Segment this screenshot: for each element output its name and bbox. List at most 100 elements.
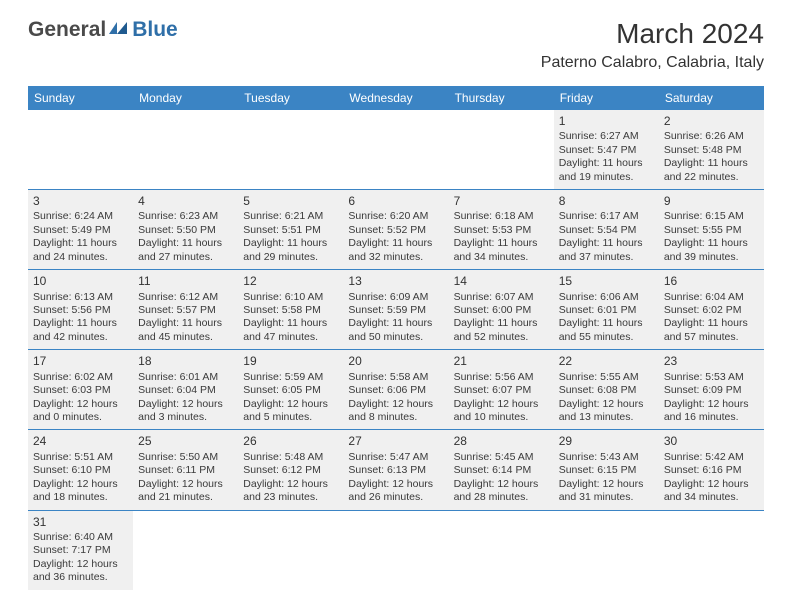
calendar-cell bbox=[238, 110, 343, 189]
logo-text-general: General bbox=[28, 18, 106, 42]
sunset-line: Sunset: 5:50 PM bbox=[138, 224, 233, 237]
day-number: 24 bbox=[33, 434, 128, 449]
daylight-line: Daylight: 11 hours bbox=[664, 317, 759, 330]
sunset-line: Sunset: 5:48 PM bbox=[664, 144, 759, 157]
daylight-line: and 45 minutes. bbox=[138, 331, 233, 344]
calendar-cell: 4Sunrise: 6:23 AMSunset: 5:50 PMDaylight… bbox=[133, 190, 238, 269]
sunrise-line: Sunrise: 5:55 AM bbox=[559, 371, 654, 384]
sunrise-line: Sunrise: 6:24 AM bbox=[33, 210, 128, 223]
daylight-line: and 19 minutes. bbox=[559, 171, 654, 184]
sunset-line: Sunset: 5:52 PM bbox=[348, 224, 443, 237]
week-row: 17Sunrise: 6:02 AMSunset: 6:03 PMDayligh… bbox=[28, 350, 764, 430]
daylight-line: and 52 minutes. bbox=[454, 331, 549, 344]
sunset-line: Sunset: 5:58 PM bbox=[243, 304, 338, 317]
day-number: 11 bbox=[138, 274, 233, 289]
sunrise-line: Sunrise: 6:07 AM bbox=[454, 291, 549, 304]
daylight-line: and 37 minutes. bbox=[559, 251, 654, 264]
sunset-line: Sunset: 5:49 PM bbox=[33, 224, 128, 237]
daylight-line: Daylight: 12 hours bbox=[138, 398, 233, 411]
day-number: 3 bbox=[33, 194, 128, 209]
calendar-cell: 28Sunrise: 5:45 AMSunset: 6:14 PMDayligh… bbox=[449, 430, 554, 509]
sunrise-line: Sunrise: 5:47 AM bbox=[348, 451, 443, 464]
sunset-line: Sunset: 6:15 PM bbox=[559, 464, 654, 477]
calendar-cell: 3Sunrise: 6:24 AMSunset: 5:49 PMDaylight… bbox=[28, 190, 133, 269]
daylight-line: Daylight: 11 hours bbox=[138, 317, 233, 330]
calendar-cell: 22Sunrise: 5:55 AMSunset: 6:08 PMDayligh… bbox=[554, 350, 659, 429]
sunset-line: Sunset: 6:10 PM bbox=[33, 464, 128, 477]
daylight-line: Daylight: 11 hours bbox=[243, 237, 338, 250]
daylight-line: and 50 minutes. bbox=[348, 331, 443, 344]
day-number: 27 bbox=[348, 434, 443, 449]
sunset-line: Sunset: 6:16 PM bbox=[664, 464, 759, 477]
calendar-cell bbox=[659, 511, 764, 590]
calendar-cell: 24Sunrise: 5:51 AMSunset: 6:10 PMDayligh… bbox=[28, 430, 133, 509]
day-number: 18 bbox=[138, 354, 233, 369]
daylight-line: Daylight: 11 hours bbox=[559, 157, 654, 170]
week-row: 31Sunrise: 6:40 AMSunset: 7:17 PMDayligh… bbox=[28, 511, 764, 590]
daylight-line: and 55 minutes. bbox=[559, 331, 654, 344]
sunrise-line: Sunrise: 5:59 AM bbox=[243, 371, 338, 384]
daylight-line: Daylight: 12 hours bbox=[559, 478, 654, 491]
dayhead-saturday: Saturday bbox=[659, 86, 764, 110]
calendar-cell: 5Sunrise: 6:21 AMSunset: 5:51 PMDaylight… bbox=[238, 190, 343, 269]
sunrise-line: Sunrise: 6:06 AM bbox=[559, 291, 654, 304]
day-number: 21 bbox=[454, 354, 549, 369]
sunrise-line: Sunrise: 5:58 AM bbox=[348, 371, 443, 384]
daylight-line: and 31 minutes. bbox=[559, 491, 654, 504]
sunset-line: Sunset: 6:13 PM bbox=[348, 464, 443, 477]
daylight-line: Daylight: 12 hours bbox=[33, 398, 128, 411]
calendar-cell: 1Sunrise: 6:27 AMSunset: 5:47 PMDaylight… bbox=[554, 110, 659, 189]
sunset-line: Sunset: 5:53 PM bbox=[454, 224, 549, 237]
daylight-line: Daylight: 11 hours bbox=[138, 237, 233, 250]
daylight-line: Daylight: 12 hours bbox=[664, 398, 759, 411]
calendar-cell: 14Sunrise: 6:07 AMSunset: 6:00 PMDayligh… bbox=[449, 270, 554, 349]
daylight-line: and 47 minutes. bbox=[243, 331, 338, 344]
calendar-cell bbox=[133, 511, 238, 590]
daylight-line: Daylight: 12 hours bbox=[33, 558, 128, 571]
sunrise-line: Sunrise: 6:18 AM bbox=[454, 210, 549, 223]
daylight-line: Daylight: 11 hours bbox=[348, 237, 443, 250]
sunset-line: Sunset: 6:08 PM bbox=[559, 384, 654, 397]
sunset-line: Sunset: 6:14 PM bbox=[454, 464, 549, 477]
daylight-line: and 27 minutes. bbox=[138, 251, 233, 264]
dayhead-tuesday: Tuesday bbox=[238, 86, 343, 110]
calendar-cell: 23Sunrise: 5:53 AMSunset: 6:09 PMDayligh… bbox=[659, 350, 764, 429]
daylight-line: and 26 minutes. bbox=[348, 491, 443, 504]
day-number: 23 bbox=[664, 354, 759, 369]
calendar-cell bbox=[343, 511, 448, 590]
day-number: 13 bbox=[348, 274, 443, 289]
dayhead-friday: Friday bbox=[554, 86, 659, 110]
calendar-cell: 25Sunrise: 5:50 AMSunset: 6:11 PMDayligh… bbox=[133, 430, 238, 509]
daylight-line: Daylight: 11 hours bbox=[243, 317, 338, 330]
sunrise-line: Sunrise: 6:27 AM bbox=[559, 130, 654, 143]
daylight-line: Daylight: 12 hours bbox=[559, 398, 654, 411]
daylight-line: Daylight: 11 hours bbox=[559, 317, 654, 330]
week-row: 3Sunrise: 6:24 AMSunset: 5:49 PM Daylight… bbox=[28, 190, 764, 270]
calendar-cell: 7Sunrise: 6:18 AMSunset: 5:53 PMDaylight… bbox=[449, 190, 554, 269]
daylight-line: Daylight: 11 hours bbox=[33, 317, 128, 330]
calendar-cell bbox=[133, 110, 238, 189]
daylight-line: and 42 minutes. bbox=[33, 331, 128, 344]
sunrise-line: Sunrise: 5:48 AM bbox=[243, 451, 338, 464]
calendar: Sunday Monday Tuesday Wednesday Thursday… bbox=[28, 86, 764, 590]
daylight-line: and 23 minutes. bbox=[243, 491, 338, 504]
calendar-cell: 30Sunrise: 5:42 AMSunset: 6:16 PMDayligh… bbox=[659, 430, 764, 509]
sunrise-line: Sunrise: 5:51 AM bbox=[33, 451, 128, 464]
logo-text-blue: Blue bbox=[132, 18, 178, 42]
daylight-line: Daylight: 12 hours bbox=[138, 478, 233, 491]
sunset-line: Sunset: 6:07 PM bbox=[454, 384, 549, 397]
week-row: 1Sunrise: 6:27 AMSunset: 5:47 PMDaylight… bbox=[28, 110, 764, 190]
daylight-line: and 5 minutes. bbox=[243, 411, 338, 424]
sunset-line: Sunset: 6:12 PM bbox=[243, 464, 338, 477]
sunrise-line: Sunrise: 5:45 AM bbox=[454, 451, 549, 464]
calendar-cell bbox=[343, 110, 448, 189]
sunrise-line: Sunrise: 6:13 AM bbox=[33, 291, 128, 304]
daylight-line: and 21 minutes. bbox=[138, 491, 233, 504]
calendar-cell: 13Sunrise: 6:09 AMSunset: 5:59 PMDayligh… bbox=[343, 270, 448, 349]
sunset-line: Sunset: 6:05 PM bbox=[243, 384, 338, 397]
sunset-line: Sunset: 6:01 PM bbox=[559, 304, 654, 317]
day-number: 5 bbox=[243, 194, 338, 209]
day-header-row: Sunday Monday Tuesday Wednesday Thursday… bbox=[28, 86, 764, 110]
sunrise-line: Sunrise: 6:23 AM bbox=[138, 210, 233, 223]
sunset-line: Sunset: 6:02 PM bbox=[664, 304, 759, 317]
